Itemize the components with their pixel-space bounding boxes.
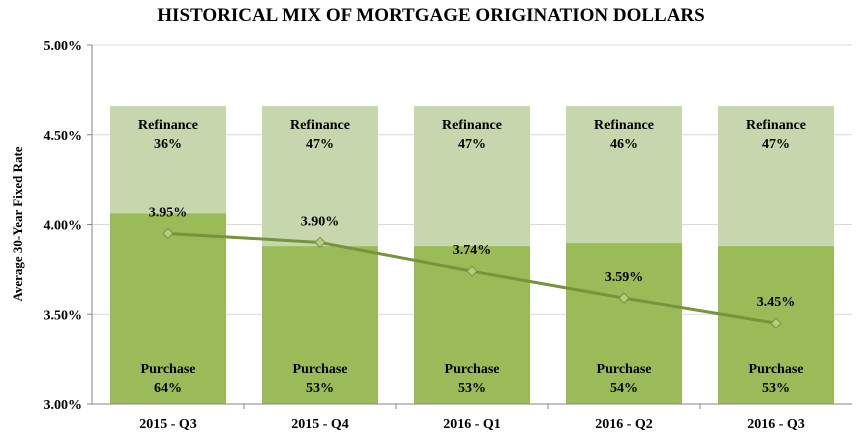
x-tick-label: 2015 - Q3 (139, 417, 197, 432)
rate-data-label: 3.59% (605, 270, 644, 285)
y-tick-label: 3.00% (44, 398, 83, 413)
rate-data-label: 3.45% (757, 295, 796, 310)
rate-point (770, 317, 782, 329)
y-tick-label: 3.50% (44, 308, 83, 323)
refinance-series-label: Refinance (746, 118, 806, 133)
purchase-bar (566, 243, 682, 404)
x-tick-label: 2015 - Q4 (291, 417, 349, 432)
rate-data-label: 3.95% (149, 205, 188, 220)
data-labels: Refinance 36% Purchase 64% Refinance 47% Purch… (138, 118, 806, 396)
purchase-bar (262, 246, 378, 404)
purchase-share-label: 53% (762, 381, 790, 396)
y-tick-label: 4.50% (44, 129, 83, 144)
purchase-share-label: 53% (306, 381, 334, 396)
rate-line (162, 227, 782, 329)
refinance-bar (414, 106, 530, 247)
purchase-series-label: Purchase (749, 362, 804, 377)
rate-data-label: 3.74% (453, 243, 492, 258)
rate-point (466, 265, 478, 277)
x-tick-label: 2016 - Q1 (443, 417, 501, 432)
refinance-bar (262, 106, 378, 247)
rate-point (618, 292, 630, 304)
rate-data-label: 3.90% (301, 214, 340, 229)
refinance-share-label: 47% (458, 137, 486, 152)
refinance-share-label: 46% (610, 137, 638, 152)
refinance-series-label: Refinance (442, 118, 502, 133)
refinance-bar (110, 106, 226, 214)
rate-point (162, 227, 174, 240)
rate-point (314, 236, 326, 249)
refinance-share-label: 47% (762, 137, 790, 152)
x-tick-label: 2016 - Q3 (747, 417, 805, 432)
y-tick-label: 4.00% (44, 219, 83, 234)
axes: 3.00% 3.50% 4.00% 4.50% 5.00% 2015 - Q3 2015 -… (44, 39, 852, 432)
refinance-series-label: Refinance (290, 118, 350, 133)
refinance-share-label: 36% (154, 137, 182, 152)
purchase-share-label: 54% (610, 381, 638, 396)
refinance-series-label: Refinance (138, 118, 198, 133)
purchase-series-label: Purchase (293, 362, 348, 377)
bars (110, 106, 834, 404)
x-tick-label: 2016 - Q2 (595, 417, 653, 432)
purchase-share-label: 64% (154, 381, 182, 396)
y-tick-label: 5.00% (44, 39, 83, 54)
purchase-series-label: Purchase (597, 362, 652, 377)
refinance-share-label: 47% (306, 137, 334, 152)
purchase-share-label: 53% (458, 381, 486, 396)
purchase-series-label: Purchase (141, 362, 196, 377)
chart-title: HISTORICAL MIX OF MORTGAGE ORIGINATION D… (157, 5, 704, 26)
y-axis-label: Average 30-Year Fixed Rate (10, 146, 25, 301)
refinance-series-label: Refinance (594, 118, 654, 133)
refinance-bar (718, 106, 834, 247)
refinance-bar (566, 106, 682, 244)
purchase-series-label: Purchase (445, 362, 500, 377)
purchase-bar (110, 213, 226, 404)
